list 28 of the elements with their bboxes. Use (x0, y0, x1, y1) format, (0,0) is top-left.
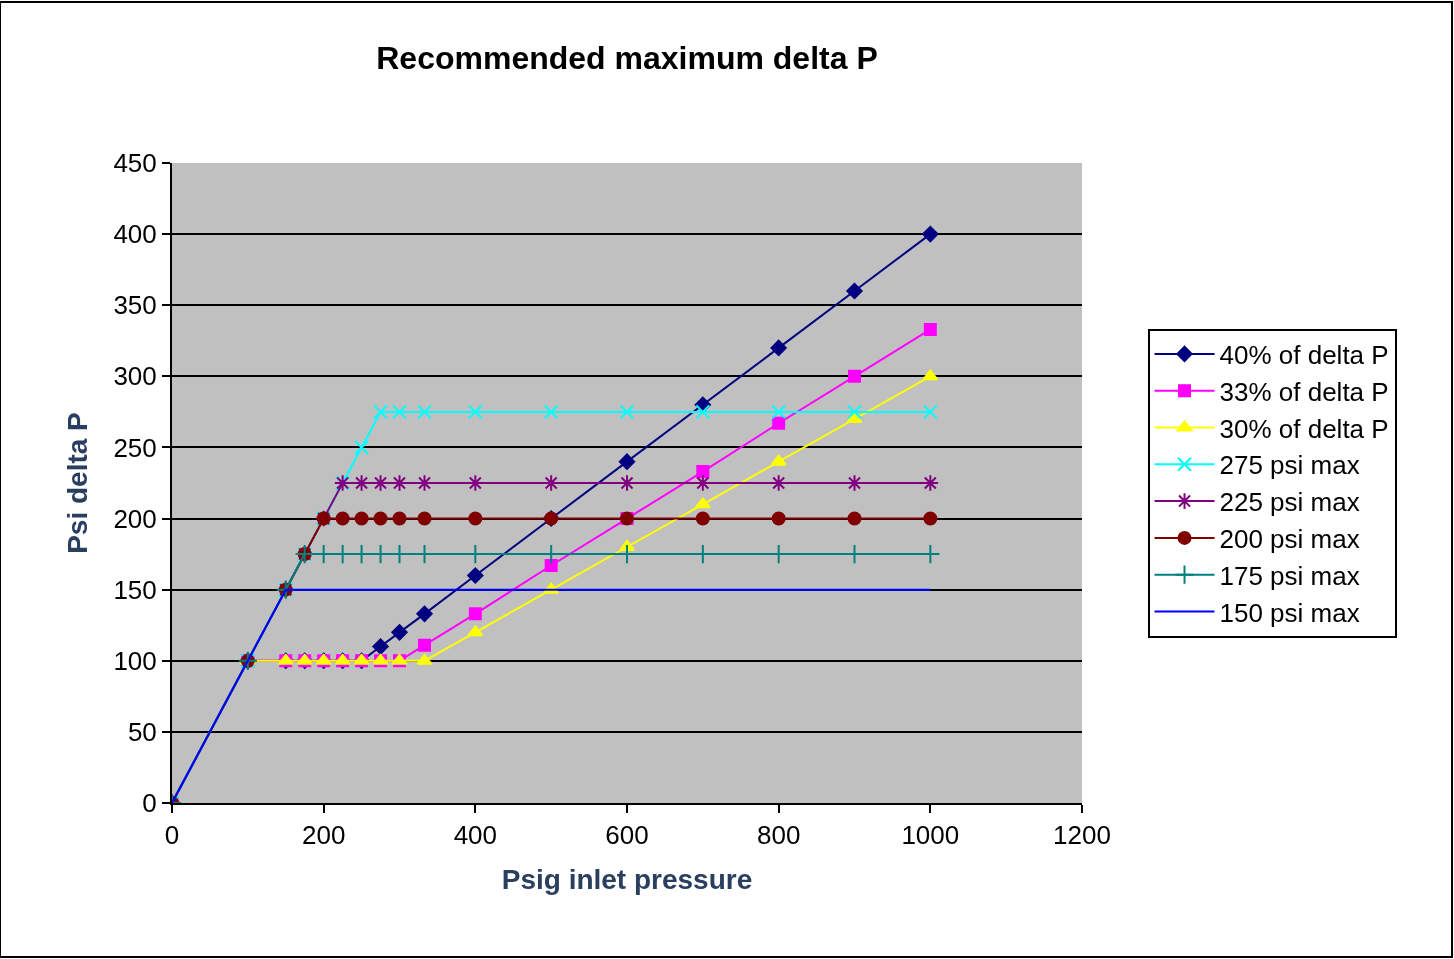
x-axis-title: Psig inlet pressure (501, 863, 753, 895)
x-tick-label: 1000 (901, 820, 960, 851)
y-tick-label: 100 (113, 645, 157, 676)
y-tick-label: 200 (113, 503, 157, 534)
legend-label: 225 psi max (1219, 487, 1360, 518)
y-tick-label: 150 (113, 574, 157, 605)
x-tick-label: 400 (453, 820, 498, 851)
legend-label: 33% of delta P (1219, 376, 1389, 407)
y-tick-label: 50 (127, 716, 157, 747)
legend-label: 30% of delta P (1219, 413, 1389, 444)
y-tick-label: 0 (142, 788, 157, 819)
x-tick-label: 1200 (1053, 820, 1111, 851)
chart-title: Recommended maximum delta P (376, 39, 878, 76)
y-axis-title: Psi delta P (61, 412, 93, 554)
y-tick-label: 350 (113, 290, 157, 321)
y-tick-label: 250 (113, 432, 157, 463)
legend-label: 150 psi max (1219, 597, 1360, 628)
legend-label: 40% of delta P (1219, 340, 1389, 371)
x-tick-label: 0 (164, 820, 180, 851)
legend-label: 175 psi max (1219, 560, 1360, 591)
y-tick-label: 300 (113, 361, 157, 392)
legend-label: 200 psi max (1219, 524, 1360, 555)
legend-label: 275 psi max (1219, 450, 1360, 481)
x-tick-label: 600 (605, 820, 649, 851)
y-tick-label: 400 (113, 219, 157, 250)
x-tick-label: 200 (301, 820, 346, 851)
x-tick-label: 800 (756, 820, 801, 851)
y-tick-label: 450 (113, 148, 157, 179)
